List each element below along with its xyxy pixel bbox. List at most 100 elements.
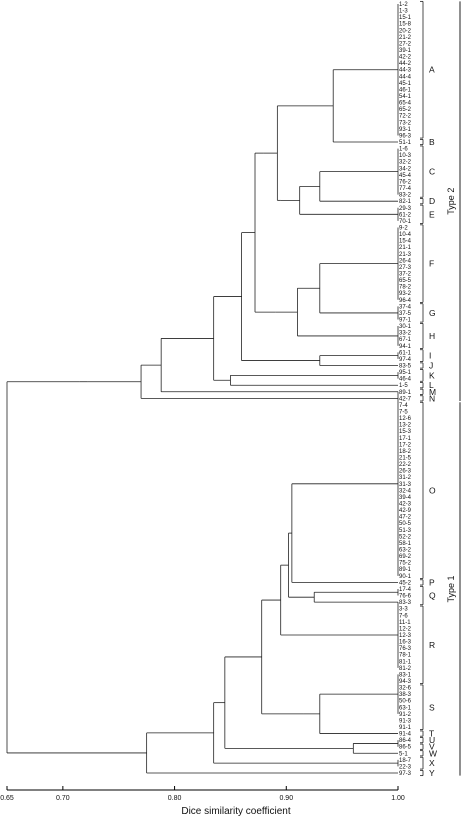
leaf-label: 15-1 [399, 15, 412, 21]
leaf-label: 91-4 [399, 732, 412, 738]
leaf-label: 72-2 [399, 114, 412, 120]
leaf-label: 12-2 [399, 626, 412, 632]
leaf-label: 42-3 [399, 502, 412, 508]
group-label: Y [429, 768, 435, 778]
leaf-label: 42-9 [399, 508, 412, 514]
leaf-label: 73-2 [399, 120, 412, 126]
leaf-label: 11-1 [399, 620, 411, 626]
leaf-label: 33-2 [399, 331, 412, 337]
leaf-label: 39-4 [399, 495, 412, 501]
x-tick-label: 0.65 [0, 795, 14, 802]
leaf-label: 37-5 [399, 311, 412, 317]
leaf-label: 69-2 [399, 554, 412, 560]
leaf-label: 65-2 [399, 107, 412, 113]
leaf-label: 90-1 [399, 574, 412, 580]
leaf-label: 3-3 [399, 607, 408, 613]
leaf-label: 95-1 [399, 370, 412, 376]
group-label: L [429, 380, 434, 390]
leaf-label: 7-5 [399, 410, 408, 416]
type-label: Type 2 [446, 188, 456, 215]
leaf-label: 45-4 [399, 173, 412, 179]
leaf-label: 65-4 [399, 101, 412, 107]
leaf-label: 13-2 [399, 423, 412, 429]
x-tick-label: 0.90 [279, 795, 293, 802]
leaf-label: 27-3 [399, 265, 412, 271]
group-label: O [429, 485, 436, 495]
leaf-label: 93-1 [399, 127, 412, 133]
leaf-label: 86-4 [399, 738, 412, 744]
leaf-label: 26-3 [399, 469, 412, 475]
leaf-label: 81-1 [399, 659, 412, 665]
group-label: B [429, 137, 435, 147]
leaf-label: 50-5 [399, 521, 412, 527]
x-axis-title: Dice similarity coefficient [181, 806, 291, 817]
leaf-label: 45-2 [399, 580, 412, 586]
leaf-label: 89-1 [399, 567, 412, 573]
leaf-label: 15-3 [399, 429, 412, 435]
group-label: F [429, 259, 434, 269]
leaf-label: 47-2 [399, 515, 412, 521]
leaf-label: 1-3 [399, 9, 408, 15]
leaf-label: 76-2 [399, 179, 412, 185]
leaf-label: 45-1 [399, 81, 412, 87]
leaf-label: 1-5 [399, 383, 408, 389]
group-label: G [429, 308, 436, 318]
leaf-label: 22-2 [399, 462, 412, 468]
leaf-label: 83-3 [399, 600, 412, 606]
leaf-label: 18-2 [399, 449, 412, 455]
leaf-label: 89-1 [399, 390, 412, 396]
leaf-label: 97-1 [399, 317, 412, 323]
leaf-label: 31-2 [399, 475, 412, 481]
leaf-label: 31-3 [399, 482, 412, 488]
group-label: I [429, 351, 431, 361]
leaf-label: 65-5 [399, 278, 412, 284]
group-label: K [429, 370, 435, 380]
x-tick-label: 0.80 [168, 795, 182, 802]
leaf-label: 22-3 [399, 764, 412, 770]
leaf-label: 26-4 [399, 258, 412, 264]
group-label: N [429, 393, 435, 403]
group-label: M [429, 387, 436, 397]
leaf-label: 51-3 [399, 528, 412, 534]
leaf-label: 12-3 [399, 633, 412, 639]
leaf-label: 61-1 [399, 350, 412, 356]
dendrogram-branches [6, 4, 399, 774]
leaf-label: 52-2 [399, 534, 412, 540]
leaf-label: 12-6 [399, 416, 412, 422]
leaf-label: 97-3 [399, 771, 412, 777]
x-tick-label: 0.70 [56, 795, 70, 802]
leaf-label: 10-4 [399, 232, 412, 238]
leaf-label: 83-1 [399, 672, 412, 678]
leaf-label: 97-4 [399, 357, 412, 363]
group-label: P [429, 577, 435, 587]
leaf-label: 76-6 [399, 594, 412, 600]
leaf-label: 18-7 [399, 758, 412, 764]
leaf-label: 38-3 [399, 692, 412, 698]
leaf-label: 77-4 [399, 186, 412, 192]
leaf-label: 44-4 [399, 74, 412, 80]
leaf-label: 96-3 [399, 133, 412, 139]
leaf-label: 83-2 [399, 193, 412, 199]
leaf-label: 21-2 [399, 35, 412, 41]
type-label: Type 1 [446, 575, 456, 602]
leaf-label: 32-4 [399, 488, 412, 494]
leaf-label: 67-1 [399, 337, 412, 343]
leaf-label: 94-1 [399, 344, 412, 350]
group-label: H [429, 331, 435, 341]
leaf-label: 30-1 [399, 324, 412, 330]
leaf-label: 96-4 [399, 298, 412, 304]
leaf-label: 15-8 [399, 22, 412, 28]
leaf-label: 1-2 [399, 2, 408, 8]
leaf-label: 78-2 [399, 285, 412, 291]
leaf-label: 10-3 [399, 153, 412, 159]
leaf-label: 32-6 [399, 686, 412, 692]
leaf-label: 21-3 [399, 252, 412, 258]
leaf-label: 21-1 [399, 245, 412, 251]
leaf-label: 70-1 [399, 219, 412, 225]
leaf-label: 83-5 [399, 363, 412, 369]
group-label: Q [429, 591, 436, 601]
leaf-label: 61-2 [399, 212, 412, 218]
leaf-label: 46-1 [399, 87, 412, 93]
